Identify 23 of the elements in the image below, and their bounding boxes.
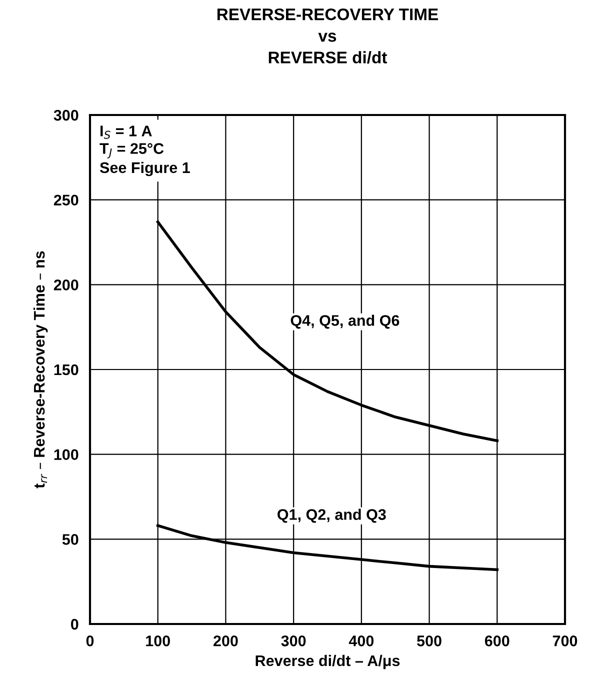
y-tick-label: 200 [54, 280, 78, 290]
x-tick-label: 200 [214, 636, 238, 646]
x-tick-label: 700 [552, 636, 578, 646]
x-tick-label: 0 [86, 636, 94, 646]
annotation: I$_{S}$ = 1 A [100, 126, 152, 139]
y-tick-label: 50 [62, 534, 78, 545]
y-tick-label: 250 [54, 194, 78, 206]
chart-title: REVERSE-RECOVERY TIME vs REVERSE di/dt [217, 8, 438, 64]
y-tick-label: 100 [54, 449, 78, 460]
x-tick-label: 600 [484, 636, 510, 646]
text: Q4, Q5, and Q6 [290, 314, 400, 329]
y-axis-title: t$_{rr}$ – Reverse-Recovery Time – ns [33, 251, 48, 488]
y-tick-label: 150 [54, 364, 78, 376]
series-label: Q1, Q2, and Q3 [278, 508, 386, 523]
x-axis-title: Reverse di/dt – A/μs [256, 654, 400, 670]
annotation: T$_{J}$ = 25°C [100, 143, 164, 158]
x-tick-label: 100 [146, 636, 170, 646]
y-tick-label: 0 [70, 618, 78, 630]
x-tick-label: 300 [281, 636, 306, 646]
y-tick-label: 300 [54, 110, 78, 121]
x-tick-label: 500 [417, 636, 442, 646]
x-tick-label: 400 [348, 636, 374, 646]
annotation: See Figure 1 [100, 162, 190, 176]
